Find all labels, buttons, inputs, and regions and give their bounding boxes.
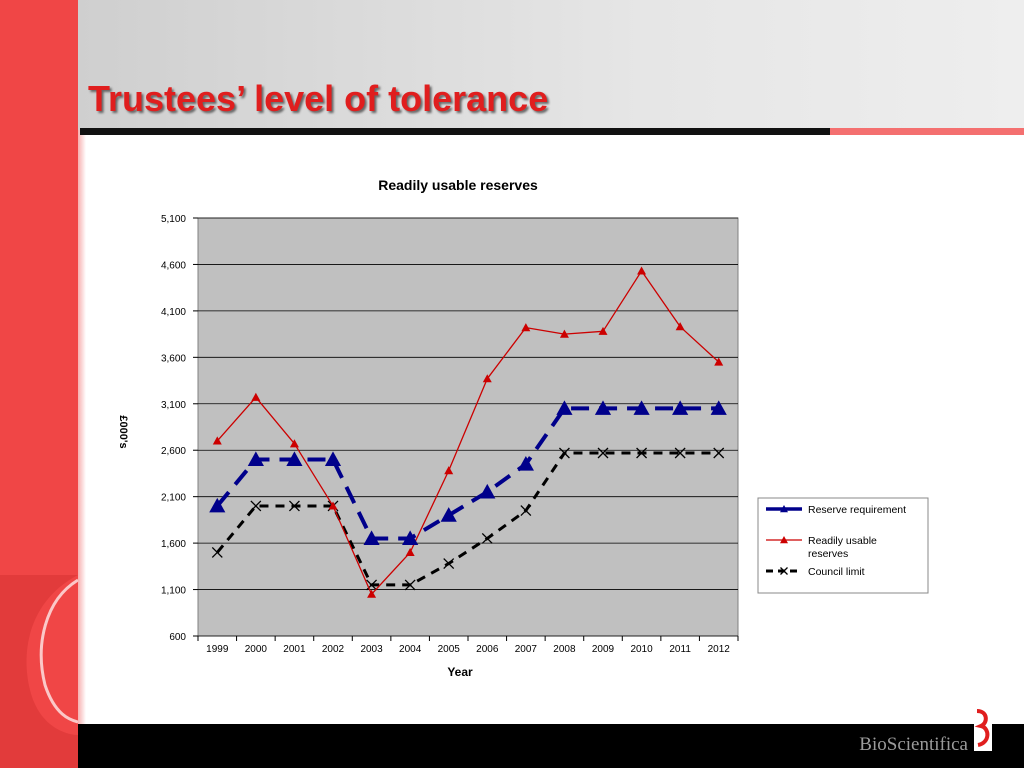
legend-swatch-marker <box>780 536 788 544</box>
x-tick-label: 2011 <box>669 644 691 655</box>
x-tick-label: 2003 <box>360 644 383 655</box>
y-tick-label: 1,600 <box>161 539 186 550</box>
y-tick-label: 600 <box>169 632 186 643</box>
series-point <box>633 400 650 415</box>
series-point <box>637 266 647 275</box>
x-tick-label: 2005 <box>438 644 461 655</box>
series-point <box>594 400 612 415</box>
x-axis-label: Year <box>447 665 473 679</box>
series-point <box>558 447 570 459</box>
y-axis-label: £000's <box>117 415 129 448</box>
series-point <box>444 466 454 475</box>
series-point <box>598 326 608 335</box>
line-chart: Readily usable reserves 600 1,100 1,600 2,1… <box>117 177 929 679</box>
title-bar <box>78 0 1024 130</box>
series-point <box>714 357 724 366</box>
series-point <box>289 439 299 448</box>
series-point <box>559 329 569 338</box>
x-tick-label: 2007 <box>515 644 538 655</box>
left-accent-band <box>0 0 78 768</box>
legend-label: reserves <box>808 548 848 560</box>
series-point <box>405 547 415 556</box>
series-point <box>366 579 378 591</box>
x-tick-label: 2010 <box>630 644 653 655</box>
series-point <box>404 579 416 591</box>
chart-title: Readily usable reserves <box>378 177 538 193</box>
x-tick-label: 2001 <box>283 644 306 655</box>
series-point <box>209 497 226 513</box>
series-line <box>215 406 719 541</box>
y-tick-label: 2,600 <box>161 446 186 457</box>
series-point <box>363 530 380 545</box>
series-point <box>556 400 573 415</box>
legend-box <box>757 497 929 594</box>
series-point <box>710 400 727 415</box>
slide-title: Trustees’ level of tolerance <box>88 78 549 119</box>
series-point <box>328 501 338 510</box>
series-point <box>479 483 496 499</box>
series-point <box>672 400 689 415</box>
plot-background <box>197 217 739 637</box>
series-point <box>517 456 534 471</box>
band-edge-stripe <box>78 0 86 768</box>
legend-label: Council limit <box>808 566 865 578</box>
x-tick-label: 1999 <box>206 644 229 655</box>
series-point <box>212 436 222 445</box>
plot-area: 600 1,100 1,600 2,100 2,600 3,100 3,600 4,100 4,… <box>161 214 739 655</box>
series-point <box>597 447 609 459</box>
series-point <box>481 533 493 544</box>
series-line <box>216 270 720 595</box>
chart-legend: Reserve requirement Readily usablereserve… <box>757 497 929 594</box>
y-tick-label: 3,100 <box>161 400 186 411</box>
y-tick-label: 5,100 <box>161 214 186 225</box>
x-tick-label: 2000 <box>245 644 268 655</box>
y-tick-label: 1,100 <box>161 586 186 597</box>
y-tick-label: 2,100 <box>161 493 186 504</box>
series-point <box>286 451 303 466</box>
footer-brand: BioScientifica <box>859 734 968 755</box>
series-point <box>367 589 377 598</box>
series-point <box>713 447 725 459</box>
x-tick-label: 2009 <box>592 644 615 655</box>
series-point <box>520 505 532 517</box>
legend-swatch-marker <box>780 567 788 575</box>
y-tick-label: 4,100 <box>161 307 186 318</box>
x-tick-label: 2008 <box>553 644 576 655</box>
x-tick-label: 2012 <box>708 644 731 655</box>
x-tick-label: 2002 <box>322 644 345 655</box>
series-point <box>482 374 492 383</box>
series-point <box>674 447 686 459</box>
legend-label: Readily usable <box>808 535 877 547</box>
series-point <box>211 546 223 558</box>
series-point <box>324 451 342 466</box>
series-point <box>288 500 300 512</box>
title-rule-red <box>830 128 1024 135</box>
title-rule-dark <box>80 128 830 135</box>
series-point <box>440 507 457 522</box>
series-point <box>250 500 262 512</box>
legend-label: Reserve requirement <box>808 504 906 516</box>
series-point <box>636 447 648 459</box>
footer-bar <box>78 724 1024 768</box>
y-tick-label: 4,600 <box>161 260 186 271</box>
band-swoosh-decoration <box>0 575 78 768</box>
series-point <box>521 323 531 332</box>
y-tick-label: 3,600 <box>161 353 186 364</box>
bioscientifica-logo <box>974 707 992 751</box>
x-tick-label: 2004 <box>399 644 422 655</box>
x-tick-label: 2006 <box>476 644 499 655</box>
series-point <box>402 530 419 545</box>
series-point <box>675 322 685 331</box>
series-point <box>247 451 264 466</box>
series-point <box>443 558 455 570</box>
series-point <box>251 392 261 401</box>
legend-swatch-marker <box>780 505 788 513</box>
